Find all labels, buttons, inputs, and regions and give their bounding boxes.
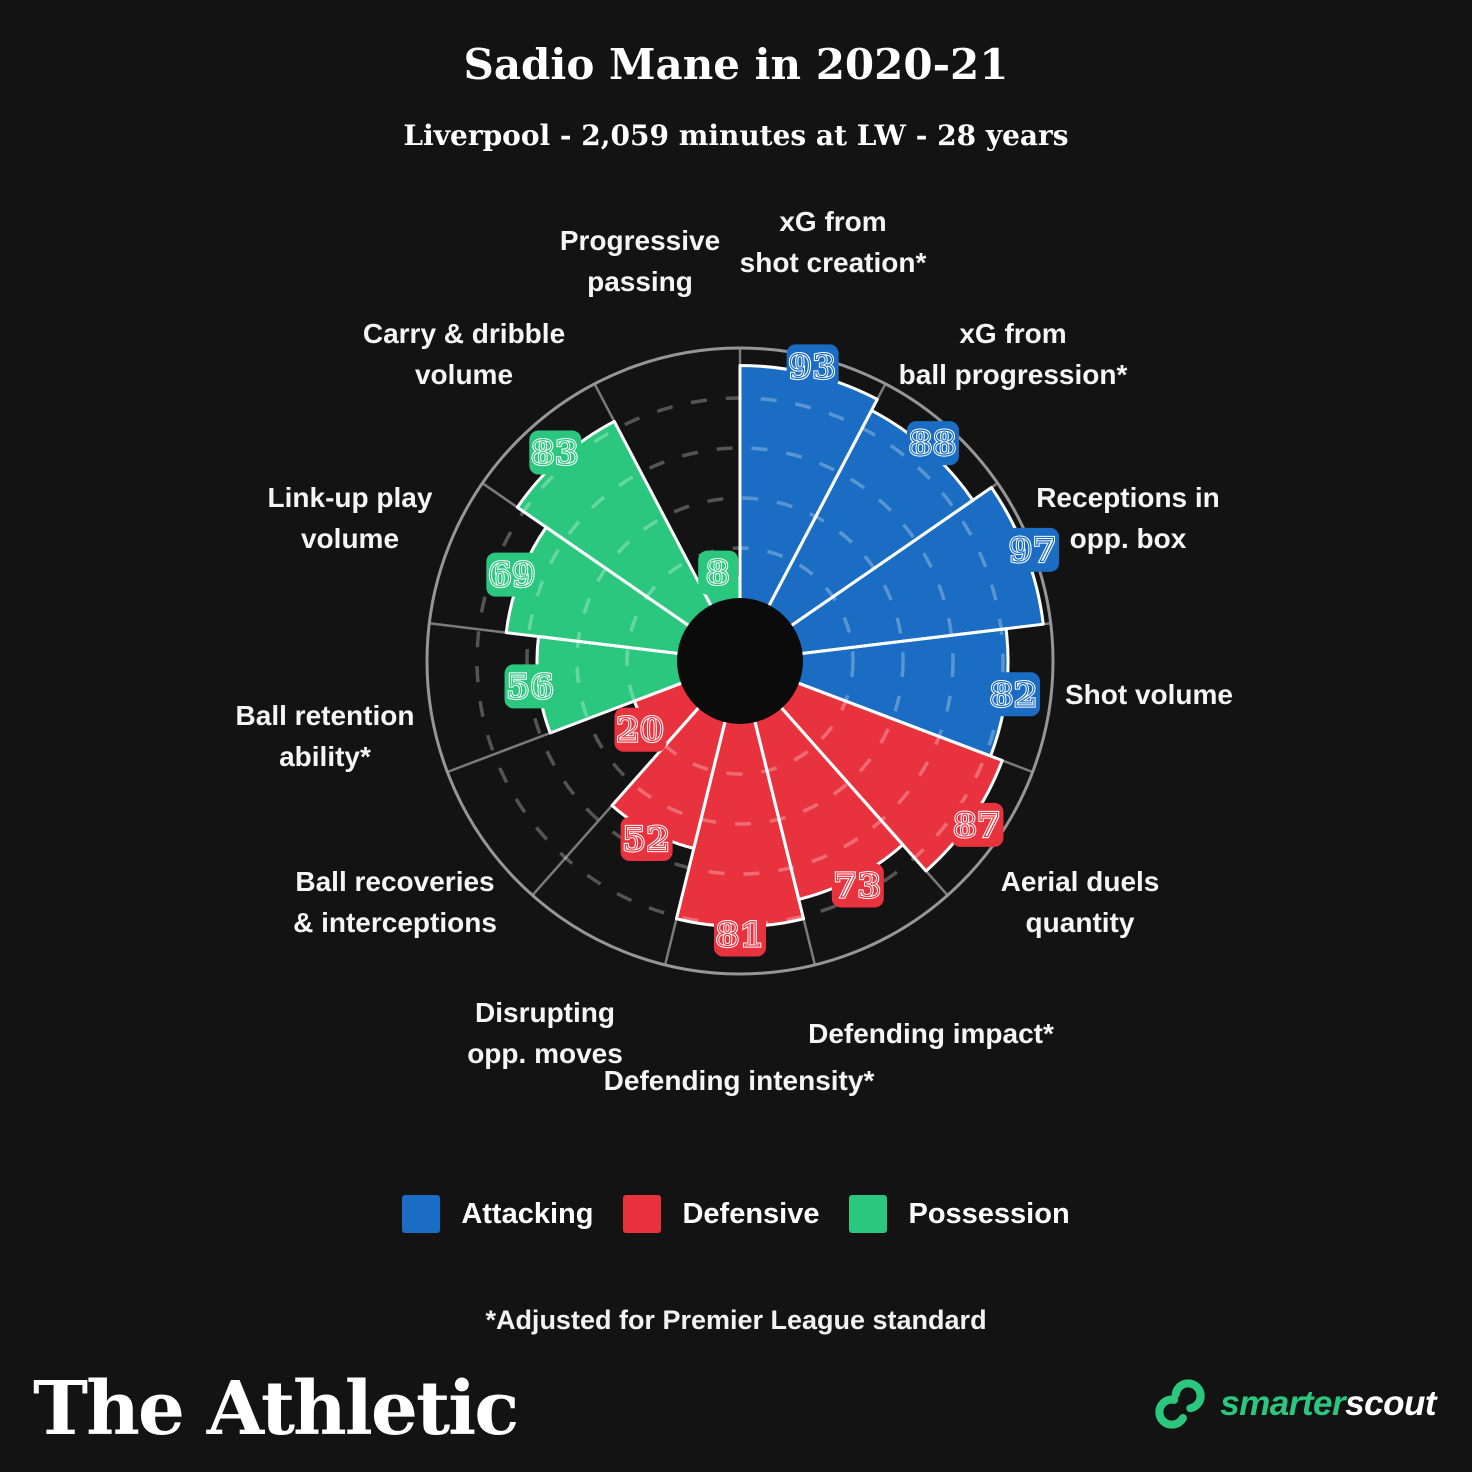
- legend-label: Possession: [908, 1197, 1070, 1230]
- wedge-fill: [676, 661, 804, 927]
- svg-text:73: 73: [834, 866, 882, 905]
- svg-text:56: 56: [507, 667, 555, 706]
- svg-text:20: 20: [616, 710, 664, 749]
- wedge-fill: [740, 365, 878, 661]
- svg-text:83: 83: [531, 433, 579, 472]
- page-title: Sadio Mane in 2020-21: [463, 40, 1009, 89]
- defensive-swatch: [623, 1195, 662, 1233]
- svg-text:81: 81: [716, 915, 764, 954]
- legend-item-attacking: Attacking: [402, 1195, 593, 1233]
- wedge-fill: [740, 410, 973, 661]
- svg-text:8: 8: [706, 553, 730, 592]
- smarterscout-logo: smarterscout: [1152, 1376, 1436, 1432]
- legend-label: Attacking: [461, 1197, 594, 1230]
- legend-label: Defensive: [682, 1197, 820, 1230]
- value-badge: 2020: [614, 707, 667, 752]
- gridline-circle: [575, 496, 905, 826]
- wedge-fill: [740, 661, 903, 900]
- legend-item-defensive: Defensive: [623, 1195, 819, 1233]
- svg-text:52: 52: [623, 819, 671, 858]
- svg-text:97: 97: [1009, 530, 1057, 569]
- svg-text:69: 69: [488, 555, 536, 594]
- page-subtitle: Liverpool - 2,059 minutes at LW - 28 yea…: [403, 119, 1069, 152]
- center-hole: [677, 598, 803, 724]
- svg-text:81: 81: [716, 915, 764, 954]
- attacking-swatch: [402, 1195, 441, 1233]
- svg-text:88: 88: [909, 424, 957, 463]
- wedge-fill: [740, 661, 1003, 871]
- wedge-fill: [517, 421, 740, 661]
- svg-text:87: 87: [953, 805, 1001, 844]
- wedge-fill: [740, 628, 1009, 757]
- possession-swatch: [849, 1195, 888, 1233]
- svg-text:20: 20: [616, 710, 664, 749]
- smarterscout-icon: [1155, 1379, 1205, 1429]
- svg-text:8: 8: [706, 553, 730, 592]
- svg-text:82: 82: [990, 675, 1038, 714]
- legend: Attacking Defensive Possession: [0, 1195, 1472, 1233]
- outer-ring: [425, 346, 1055, 976]
- svg-text:97: 97: [1009, 530, 1057, 569]
- svg-text:87: 87: [953, 805, 1001, 844]
- value-badge: 88: [698, 550, 739, 595]
- footnote: *Adjusted for Premier League standard: [485, 1305, 987, 1335]
- wedge-fill: [740, 487, 1044, 661]
- svg-text:88: 88: [909, 424, 957, 463]
- svg-text:93: 93: [789, 347, 837, 386]
- gridline-circle: [525, 446, 955, 876]
- the-athletic-logo: The Athletic: [33, 1366, 519, 1452]
- svg-text:56: 56: [507, 667, 555, 706]
- svg-text:83: 83: [531, 433, 579, 472]
- svg-text:69: 69: [488, 555, 536, 594]
- wedge-fill: [506, 527, 740, 661]
- svg-text:73: 73: [834, 866, 882, 905]
- smarterscout-wordmark: smarterscout: [1220, 1384, 1436, 1423]
- svg-text:52: 52: [623, 819, 671, 858]
- svg-text:82: 82: [990, 675, 1038, 714]
- legend-item-possession: Possession: [849, 1195, 1070, 1233]
- svg-text:93: 93: [789, 347, 837, 386]
